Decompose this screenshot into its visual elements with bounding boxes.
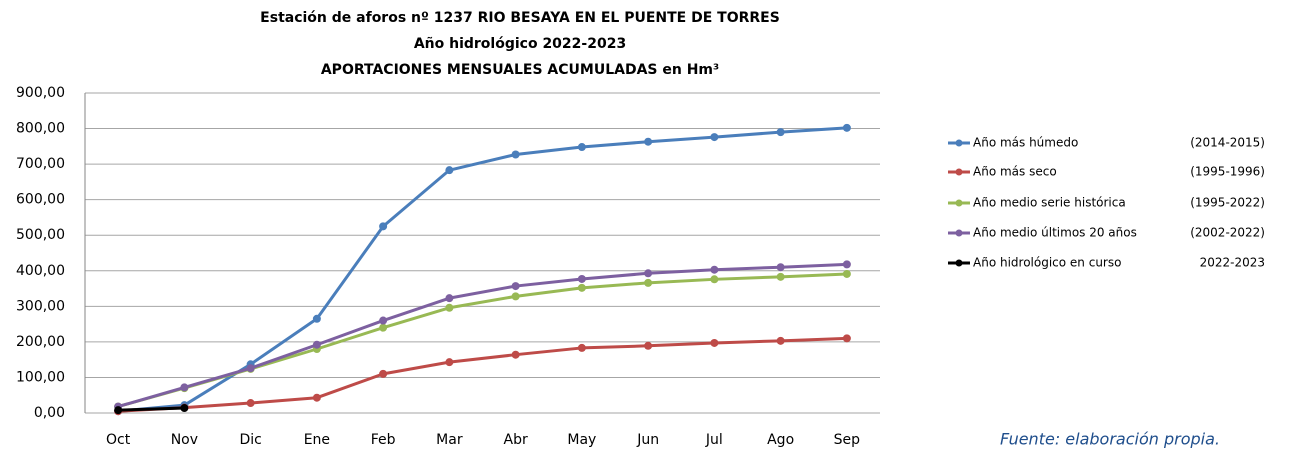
x-tick-label: Abr (504, 432, 528, 448)
data-point (511, 150, 520, 159)
y-tick-label: 700,00 (16, 156, 65, 172)
x-tick-label: Feb (371, 432, 396, 448)
data-point (312, 314, 321, 323)
y-tick-label: 600,00 (16, 192, 65, 208)
x-tick-label: May (567, 432, 596, 448)
data-point (180, 383, 189, 392)
data-point (776, 336, 785, 345)
data-point (842, 334, 851, 343)
data-point (511, 282, 520, 291)
y-tick-label: 400,00 (16, 263, 65, 279)
data-point (379, 222, 388, 231)
data-point (246, 399, 255, 408)
data-point (445, 294, 454, 303)
data-point (710, 133, 719, 142)
y-tick-label: 500,00 (16, 227, 65, 243)
legend-label: Año más húmedo (973, 136, 1078, 150)
data-point (312, 393, 321, 402)
legend-period: (1995-2022) (1190, 196, 1265, 210)
data-point (379, 316, 388, 325)
series-line (118, 406, 185, 412)
legend-period: (2014-2015) (1190, 136, 1265, 150)
x-tick-label: Jul (705, 432, 723, 448)
x-tick-label: Jun (636, 432, 659, 448)
chart-subtitle: Año hidrológico 2022-2023 (414, 36, 626, 52)
y-tick-label: 300,00 (16, 298, 65, 314)
data-point (842, 123, 851, 132)
data-point (379, 323, 388, 332)
chart-subtitle: APORTACIONES MENSUALES ACUMULADAS en Hm³ (321, 62, 719, 78)
data-point (776, 272, 785, 281)
data-point (644, 341, 653, 350)
data-point (379, 369, 388, 378)
x-tick-label: Dic (239, 432, 261, 448)
data-point (577, 274, 586, 283)
data-point (710, 275, 719, 284)
legend-label: Año hidrológico en curso (973, 256, 1121, 270)
data-point (644, 269, 653, 278)
legend-label: Año más seco (973, 165, 1057, 179)
data-point (445, 358, 454, 367)
x-tick-label: Oct (106, 432, 131, 448)
data-point (180, 404, 189, 413)
y-tick-label: 0,00 (34, 405, 65, 421)
data-point (776, 128, 785, 137)
y-tick-label: 200,00 (16, 334, 65, 350)
legend-label: Año medio serie histórica (973, 196, 1126, 210)
data-point (445, 166, 454, 175)
legend-period: (1995-1996) (1190, 165, 1265, 179)
legend-marker (955, 168, 963, 176)
source-note: Fuente: elaboración propia. (1000, 430, 1220, 449)
data-point (577, 143, 586, 152)
data-point (577, 283, 586, 292)
legend-period: (2002-2022) (1190, 226, 1265, 240)
data-point (842, 269, 851, 278)
data-point (445, 303, 454, 312)
data-point (644, 137, 653, 146)
series-line (117, 272, 847, 409)
data-point (114, 406, 123, 415)
legend-marker (955, 139, 963, 147)
y-tick-label: 100,00 (16, 369, 65, 385)
data-point (511, 350, 520, 359)
y-tick-label: 900,00 (16, 85, 65, 101)
data-point (312, 340, 321, 349)
data-point (842, 260, 851, 269)
series-line (118, 336, 847, 413)
data-point (246, 364, 255, 373)
data-point (644, 278, 653, 287)
x-tick-label: Ago (767, 432, 794, 448)
y-tick-label: 800,00 (16, 121, 65, 137)
chart-title: Estación de aforos nº 1237 RIO BESAYA EN… (260, 10, 780, 26)
legend-marker (955, 199, 963, 207)
data-point (577, 343, 586, 352)
data-point (710, 338, 719, 347)
x-tick-label: Ene (304, 432, 330, 448)
legend-marker (955, 229, 963, 237)
x-tick-label: Nov (171, 432, 198, 448)
data-point (511, 292, 520, 301)
x-tick-label: Sep (834, 432, 861, 448)
series-line (117, 262, 847, 409)
data-point (710, 265, 719, 274)
x-tick-label: Mar (436, 432, 463, 448)
legend-period: 2022-2023 (1200, 256, 1265, 270)
data-point (776, 263, 785, 272)
legend-marker (955, 259, 963, 267)
legend-label: Año medio últimos 20 años (973, 226, 1137, 240)
